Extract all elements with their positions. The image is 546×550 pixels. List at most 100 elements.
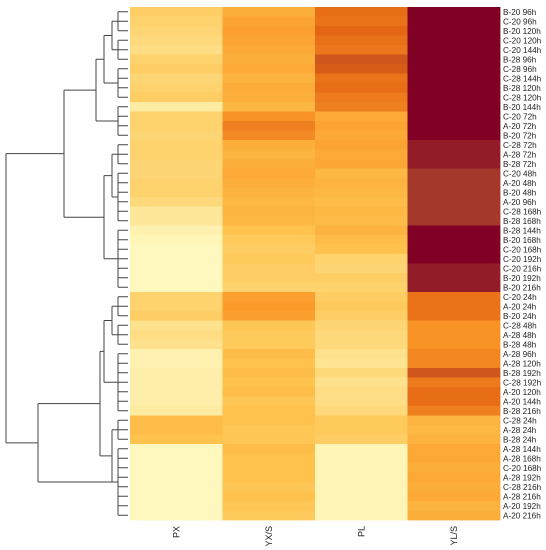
- row-label: C-28 144h: [503, 74, 542, 83]
- heatmap-cell-b-28-216h-yl-s: [407, 406, 501, 416]
- heatmap-cell-b-28-72h-px: [130, 159, 223, 169]
- heatmap-cell-b-28-144h-yx-s: [222, 225, 316, 236]
- row-label: B-20 216h: [503, 283, 541, 292]
- heatmap-cell-a-20-72h-pl: [315, 121, 408, 131]
- heatmap-cell-c-28-120h-pl: [315, 92, 408, 103]
- heatmap-cell-c-28-216h-yx-s: [222, 482, 316, 492]
- row-label: C-20 192h: [503, 255, 542, 264]
- heatmap-cell-b-28-96h-yl-s: [407, 54, 501, 65]
- heatmap-cell-a-20-192h-pl: [315, 501, 408, 511]
- heatmap-cell-b-28-48h-yl-s: [407, 339, 501, 350]
- heatmap-cell-a-20-120h-px: [130, 387, 223, 397]
- heatmap-cell-b-28-120h-yl-s: [407, 83, 501, 93]
- row-label: B-28 72h: [503, 160, 537, 169]
- heatmap-cell-a-28-48h-yl-s: [407, 330, 501, 340]
- heatmap-cell-a-28-144h-yl-s: [407, 444, 501, 454]
- row-label: C-20 216h: [503, 264, 542, 273]
- row-label: C-28 48h: [503, 321, 537, 330]
- heatmap-cell-a-20-120h-yx-s: [222, 387, 316, 397]
- heatmap-cell-b-20-72h-pl: [315, 130, 408, 141]
- heatmap-cell-c-28-168h-yl-s: [407, 206, 501, 217]
- heatmap-cell-b-20-96h-pl: [315, 7, 408, 17]
- row-label: B-28 192h: [503, 369, 541, 378]
- row-label: C-28 24h: [503, 416, 537, 425]
- heatmap-cell-a-20-24h-yl-s: [407, 301, 501, 312]
- heatmap-cell-a-20-24h-yx-s: [222, 301, 316, 312]
- heatmap-cell-c-20-216h-pl: [315, 263, 408, 274]
- heatmap-cell-a-20-192h-px: [130, 501, 223, 511]
- heatmap-cell-c-20-168h-px: [130, 244, 223, 255]
- heatmap-cell-b-28-96h-px: [130, 54, 223, 65]
- row-label: C-20 96h: [503, 17, 537, 26]
- heatmap-cell-b-28-48h-pl: [315, 339, 408, 350]
- row-label: B-20 48h: [503, 188, 537, 197]
- heatmap-cell-b-20-24h-px: [130, 311, 223, 321]
- heatmap-cell-c-28-144h-pl: [315, 73, 408, 84]
- heatmap-cell-c-20-144h-pl: [315, 45, 408, 55]
- row-label: B-28 120h: [503, 84, 541, 93]
- heatmap-cell-c-20-24h-yx-s: [222, 292, 316, 302]
- heatmap-cell-c-20-192h-yx-s: [222, 254, 316, 264]
- heatmap-cell-b-20-192h-yl-s: [407, 273, 501, 283]
- heatmap-cell-b-28-192h-pl: [315, 368, 408, 378]
- heatmap-cell-b-20-120h-yl-s: [407, 26, 501, 36]
- heatmap-cell-a-28-216h-px: [130, 491, 223, 502]
- heatmap-cell-c-28-144h-yl-s: [407, 73, 501, 84]
- heatmap-cell-a-28-48h-yx-s: [222, 330, 316, 340]
- heatmap-cell-a-28-120h-yx-s: [222, 358, 316, 369]
- heatmap-cell-c-28-48h-yl-s: [407, 320, 501, 331]
- heatmap-cell-c-20-96h-pl: [315, 16, 408, 27]
- row-label: C-28 72h: [503, 141, 537, 150]
- heatmap-cell-c-28-216h-yl-s: [407, 482, 501, 492]
- row-label: C-20 144h: [503, 46, 542, 55]
- heatmap-cell-c-28-96h-px: [130, 64, 223, 74]
- row-label: A-28 24h: [503, 426, 537, 435]
- heatmap-cell-a-28-216h-yx-s: [222, 491, 316, 502]
- heatmap-cell-a-20-96h-pl: [315, 197, 408, 207]
- heatmap-cell-a-20-144h-px: [130, 396, 223, 407]
- heatmap-cell-a-28-168h-px: [130, 453, 223, 464]
- heatmap-cell-a-28-168h-yx-s: [222, 453, 316, 464]
- heatmap-cell-a-28-96h-px: [130, 349, 223, 359]
- heatmap-cell-c-20-24h-yl-s: [407, 292, 501, 302]
- row-dendrogram: [5, 11, 128, 516]
- heatmap-cell-b-28-144h-pl: [315, 225, 408, 236]
- heatmap-cell-b-28-168h-pl: [315, 216, 408, 226]
- heatmap-cell-b-20-192h-yx-s: [222, 273, 316, 283]
- heatmap-cell-a-28-96h-yl-s: [407, 349, 501, 359]
- heatmap-cell-a-20-216h-yl-s: [407, 510, 501, 521]
- heatmap-cell-b-20-24h-yl-s: [407, 311, 501, 321]
- heatmap-cell-c-20-168h-yl-s: [407, 463, 501, 473]
- heatmap-cell-a-28-24h-pl: [315, 425, 408, 435]
- heatmap-cell-a-20-96h-yl-s: [407, 197, 501, 207]
- heatmap-cell-c-28-144h-yx-s: [222, 73, 316, 84]
- row-label: B-28 168h: [503, 217, 541, 226]
- heatmap-cell-b-28-168h-yl-s: [407, 216, 501, 226]
- heatmap-cell-c-28-168h-pl: [315, 206, 408, 217]
- heatmap-cell-b-28-48h-px: [130, 339, 223, 350]
- heatmap-cell-c-20-192h-yl-s: [407, 254, 501, 264]
- heatmap-cell-c-20-48h-pl: [315, 168, 408, 179]
- column-labels: PX YX/S PL YL/S: [171, 526, 459, 547]
- heatmap-cell-b-20-120h-pl: [315, 26, 408, 36]
- row-label: A-20 120h: [503, 388, 541, 397]
- heatmap-cell-c-20-72h-pl: [315, 111, 408, 122]
- heatmap-cell-c-28-168h-yx-s: [222, 206, 316, 217]
- heatmap-cell-b-20-120h-px: [130, 26, 223, 36]
- heatmap-cell-a-20-144h-yx-s: [222, 396, 316, 407]
- heatmap-cell-c-20-96h-yx-s: [222, 16, 316, 27]
- row-label: C-28 168h: [503, 207, 542, 216]
- heatmap-cell-c-20-144h-px: [130, 45, 223, 55]
- heatmap-cell-a-28-168h-yl-s: [407, 453, 501, 464]
- heatmap-cell-b-28-48h-yx-s: [222, 339, 316, 350]
- heatmap-cell-c-28-48h-px: [130, 320, 223, 331]
- heatmap-cell-a-28-24h-px: [130, 425, 223, 435]
- heatmap-cell-c-20-120h-yl-s: [407, 35, 501, 46]
- row-label: B-28 216h: [503, 407, 541, 416]
- heatmap-cell-c-28-144h-px: [130, 73, 223, 84]
- heatmap-cell-c-28-120h-yx-s: [222, 92, 316, 103]
- heatmap-cell-a-20-96h-px: [130, 197, 223, 207]
- heatmap-cell-b-20-144h-pl: [315, 102, 408, 112]
- heatmap-cell-c-20-192h-px: [130, 254, 223, 264]
- heatmap-cell-a-28-192h-yx-s: [222, 472, 316, 483]
